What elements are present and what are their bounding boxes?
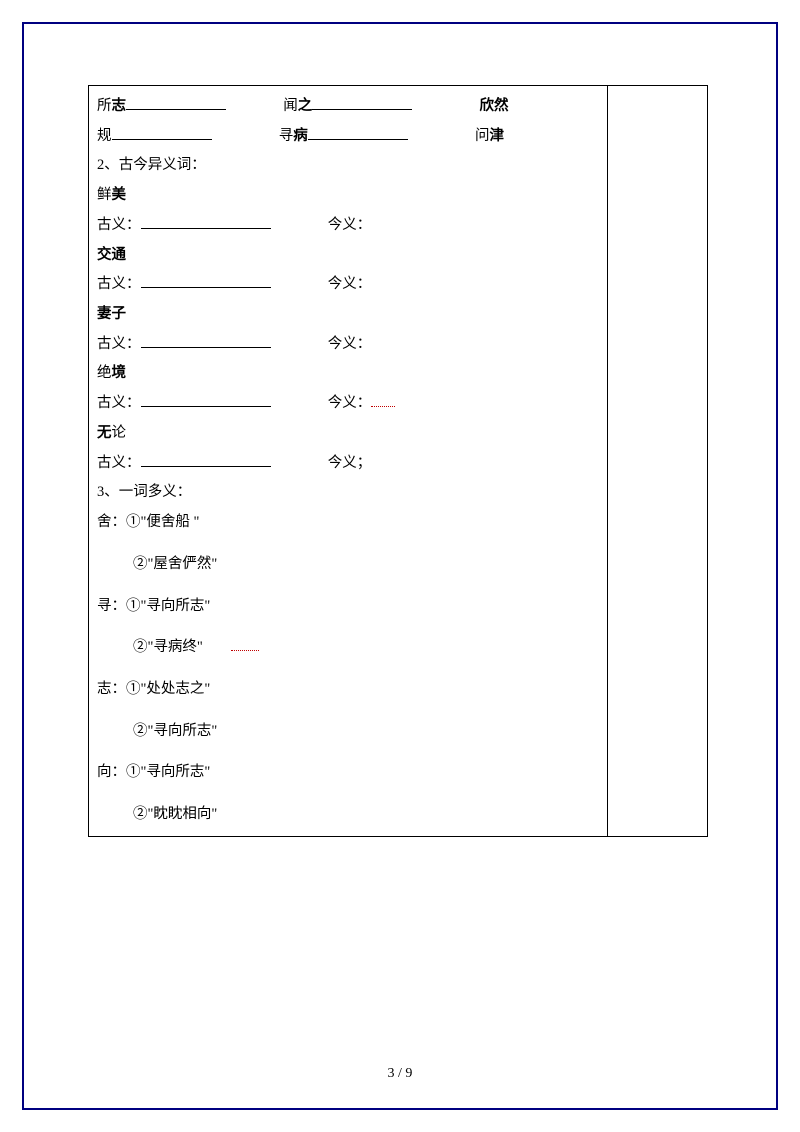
- text-bold: 美: [112, 187, 127, 203]
- blank: [141, 452, 271, 467]
- poly-she-1: 舍：①"便舍船 ": [97, 508, 599, 538]
- label-gu: 古义：: [97, 217, 141, 233]
- label-jin: 今义：: [328, 336, 372, 352]
- poly-xun-1: 寻：①"寻向所志": [97, 592, 599, 622]
- text-bold: 津: [490, 128, 505, 144]
- label-gu: 古义：: [97, 336, 141, 352]
- text-bold: 志: [112, 98, 127, 114]
- poly-xun-2: ②"寻病终": [97, 633, 599, 663]
- gu-jin-row: 古义： 今义；: [97, 449, 599, 479]
- poly-zhi-1: 志：①"处处志之": [97, 675, 599, 705]
- main-table: 所志 闻之 欣然 规 寻病 问津 2、古今异义词： 鲜美: [88, 85, 708, 837]
- label-gu: 古义：: [97, 276, 141, 292]
- blank: [141, 214, 271, 229]
- blank: [308, 125, 408, 140]
- blank: [312, 96, 412, 111]
- text-bold: 境: [112, 365, 127, 381]
- term-xianmei: 鲜美: [97, 181, 599, 211]
- blank-dotted: [231, 637, 259, 652]
- text: ②"寻病终": [133, 639, 203, 655]
- text: 论: [112, 425, 127, 441]
- blank-dotted: [371, 393, 395, 408]
- text: 问: [475, 128, 490, 144]
- poly-xiang-2: ②"眈眈相向": [97, 800, 599, 830]
- blank: [112, 125, 212, 140]
- blank: [141, 274, 271, 289]
- poly-xiang-1: 向：①"寻向所志": [97, 758, 599, 788]
- label-jin: 今义；: [328, 455, 372, 471]
- poly-she-2: ②"屋舍俨然": [97, 550, 599, 580]
- label-jin: 今义：: [328, 276, 372, 292]
- label-jin: 今义：: [328, 217, 372, 233]
- text-bold: 欣然: [480, 98, 509, 114]
- blank: [141, 393, 271, 408]
- gu-jin-row: 古义： 今义：: [97, 330, 599, 360]
- blank: [126, 96, 226, 111]
- row-suozhi: 所志 闻之 欣然: [97, 92, 599, 122]
- label-jin: 今义：: [328, 395, 372, 411]
- text-bold: 之: [298, 98, 313, 114]
- label-gu: 古义：: [97, 395, 141, 411]
- section3-heading: 3、一词多义：: [97, 478, 599, 508]
- text: 鲜: [97, 187, 112, 203]
- gu-jin-row: 古义： 今义：: [97, 270, 599, 300]
- term-jiaotong: 交通: [97, 241, 599, 271]
- text: 闻: [283, 98, 298, 114]
- section2-heading: 2、古今异义词：: [97, 151, 599, 181]
- main-cell: 所志 闻之 欣然 规 寻病 问津 2、古今异义词： 鲜美: [89, 86, 608, 837]
- text: 规: [97, 128, 112, 144]
- term-qizi: 妻子: [97, 300, 599, 330]
- text: 寻: [279, 128, 294, 144]
- page-content: 所志 闻之 欣然 规 寻病 问津 2、古今异义词： 鲜美: [88, 85, 708, 837]
- text: 绝: [97, 365, 112, 381]
- term-juejing: 绝境: [97, 359, 599, 389]
- label-gu: 古义：: [97, 455, 141, 471]
- text: 所: [97, 98, 112, 114]
- blank: [141, 333, 271, 348]
- page-footer: 3 / 9: [0, 1066, 800, 1082]
- text-bold: 病: [293, 128, 308, 144]
- gu-jin-row: 古义： 今义：: [97, 389, 599, 419]
- term-wulun: 无论: [97, 419, 599, 449]
- row-gui: 规 寻病 问津: [97, 122, 599, 152]
- gu-jin-row: 古义： 今义：: [97, 211, 599, 241]
- text-bold: 无: [97, 425, 112, 441]
- side-cell: [608, 86, 708, 837]
- poly-zhi-2: ②"寻向所志": [97, 717, 599, 747]
